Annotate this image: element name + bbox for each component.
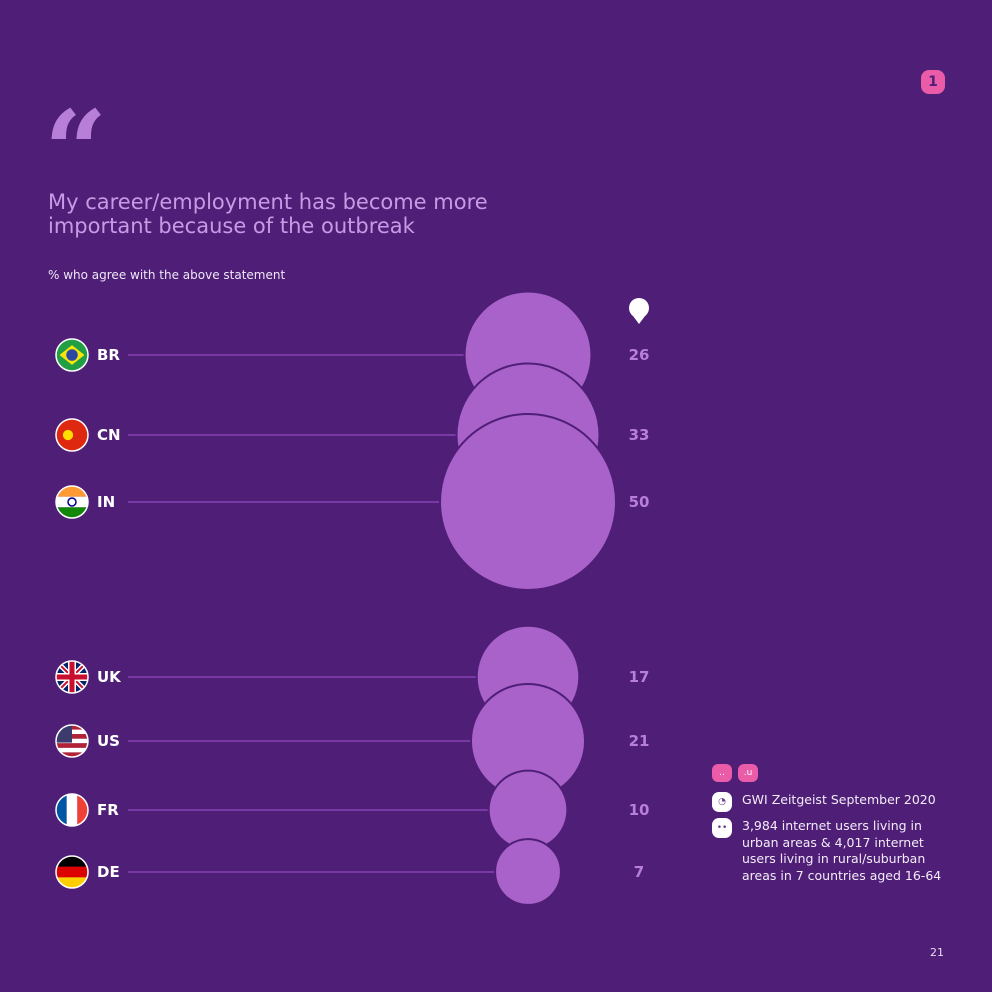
india-flag bbox=[55, 485, 89, 519]
country-label: BR bbox=[97, 346, 120, 364]
bubble-de bbox=[494, 838, 562, 906]
country-label: UK bbox=[97, 668, 122, 686]
bubble-size-key-icon bbox=[629, 298, 649, 324]
bubble-in bbox=[439, 413, 617, 591]
source-text: GWI Zeitgeist September 2020 bbox=[742, 792, 936, 807]
quote-mark-icon: “ bbox=[44, 86, 108, 215]
chart-title: My career/employment has become more imp… bbox=[48, 190, 488, 238]
value-label: 33 bbox=[629, 426, 650, 444]
country-label: CN bbox=[97, 426, 121, 444]
value-label: 10 bbox=[629, 801, 650, 819]
sample-row: •• 3,984 internet users living in urban … bbox=[712, 818, 952, 884]
page-badge: 1 bbox=[921, 70, 945, 94]
value-label: 21 bbox=[629, 732, 650, 750]
bubble-group bbox=[439, 290, 617, 591]
source-tag: .u bbox=[738, 764, 758, 782]
source-row: ◔ GWI Zeitgeist September 2020 bbox=[712, 792, 952, 812]
page-number: 21 bbox=[930, 946, 944, 959]
chart-subtitle: % who agree with the above statement bbox=[48, 268, 286, 282]
value-label: 17 bbox=[629, 668, 650, 686]
sample-text: 3,984 internet users living in urban are… bbox=[742, 818, 942, 883]
us-flag bbox=[55, 724, 89, 758]
value-label: 26 bbox=[629, 346, 650, 364]
france-flag bbox=[55, 793, 89, 827]
country-label: IN bbox=[97, 493, 115, 511]
sources-panel: .. .u ◔ GWI Zeitgeist September 2020 •• … bbox=[712, 764, 952, 890]
value-label: 7 bbox=[634, 863, 644, 881]
country-label: DE bbox=[97, 863, 120, 881]
sample-icon: •• bbox=[712, 818, 732, 838]
uk-flag bbox=[55, 660, 89, 694]
source-tags: .. .u bbox=[712, 764, 952, 782]
brazil-flag bbox=[55, 338, 89, 372]
country-label: US bbox=[97, 732, 120, 750]
source-icon: ◔ bbox=[712, 792, 732, 812]
country-label: FR bbox=[97, 801, 119, 819]
source-tag: .. bbox=[712, 764, 732, 782]
row-group: UK 17 US 21 FR 10 DE 7 bbox=[55, 660, 650, 889]
germany-flag bbox=[55, 855, 89, 889]
bubble-group bbox=[469, 624, 587, 906]
row-group: BR 26 CN 33 IN 50 bbox=[55, 338, 650, 519]
china-flag bbox=[55, 418, 89, 452]
bubble-fr bbox=[487, 769, 569, 851]
value-label: 50 bbox=[629, 493, 650, 511]
